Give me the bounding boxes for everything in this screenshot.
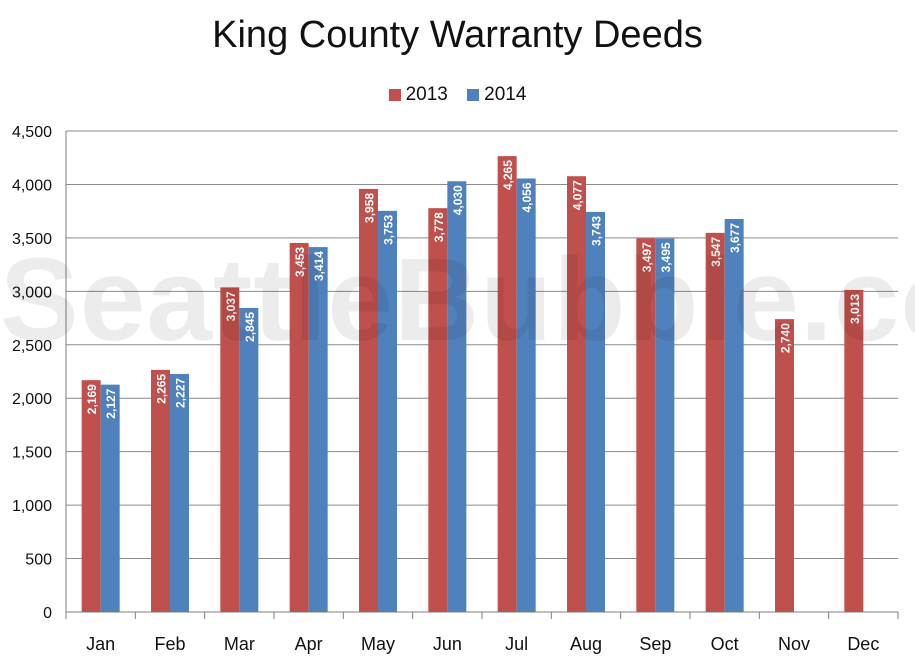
bar-2013-jun xyxy=(428,208,448,613)
data-label: 4,265 xyxy=(501,160,515,190)
legend-swatch-2013 xyxy=(388,89,401,101)
x-tick-label: Aug xyxy=(570,634,602,654)
bar-2013-jul xyxy=(497,156,517,612)
data-label: 3,013 xyxy=(848,294,862,324)
bar-2013-apr xyxy=(289,242,309,613)
legend: 2013 2014 xyxy=(0,84,915,107)
data-label: 2,265 xyxy=(155,374,169,404)
bar-2014-jan xyxy=(100,384,120,612)
y-tick-label: 1,000 xyxy=(12,498,52,515)
y-tick-label: 4,500 xyxy=(12,124,52,141)
bar-2014-jun xyxy=(447,181,467,612)
bar-2014-aug xyxy=(586,211,605,612)
data-label: 3,037 xyxy=(224,291,238,321)
bar-2013-dec xyxy=(844,289,864,612)
bar-2014-feb xyxy=(170,373,189,612)
legend-item-2013: 2013 xyxy=(388,84,448,106)
y-tick-label: 3,000 xyxy=(12,284,52,301)
data-label: 3,495 xyxy=(659,242,673,272)
data-label: 3,753 xyxy=(382,215,396,245)
bar-2014-oct xyxy=(724,218,744,613)
x-tick-label: May xyxy=(361,634,395,654)
x-tick-label: Jul xyxy=(505,634,528,654)
data-label: 3,778 xyxy=(432,212,446,242)
bar-2013-oct xyxy=(705,232,725,612)
x-tick-label: Oct xyxy=(711,634,739,654)
bar-2014-may xyxy=(378,210,397,612)
x-tick-label: Jan xyxy=(86,634,115,654)
legend-item-2014: 2014 xyxy=(467,84,526,106)
chart-title: King County Warranty Deeds xyxy=(212,14,703,56)
bar-2013-mar xyxy=(220,287,240,612)
data-label: 3,453 xyxy=(293,247,307,277)
bar-2014-mar xyxy=(239,307,259,612)
data-label: 4,077 xyxy=(571,180,585,210)
bar-2014-sep xyxy=(655,238,675,612)
data-label: 3,547 xyxy=(709,237,723,267)
x-tick-label: Dec xyxy=(847,634,879,654)
bar-2013-aug xyxy=(567,176,586,613)
data-label: 2,127 xyxy=(104,388,118,418)
data-label: 2,169 xyxy=(85,384,99,414)
y-tick-label: 1,500 xyxy=(12,445,52,462)
y-tick-label: 3,500 xyxy=(12,231,52,248)
data-label: 3,497 xyxy=(640,242,654,272)
y-tick-label: 500 xyxy=(25,552,52,569)
data-label: 4,030 xyxy=(451,185,465,215)
data-label: 3,743 xyxy=(590,216,604,246)
bar-2013-may xyxy=(359,188,378,612)
bar-2013-nov xyxy=(775,319,794,612)
data-label: 2,845 xyxy=(243,312,257,342)
y-tick-label: 2,000 xyxy=(12,391,52,408)
x-tick-label: Apr xyxy=(295,634,323,654)
y-tick-label: 0 xyxy=(43,605,52,622)
bar-2013-sep xyxy=(636,238,656,613)
bar-2014-jul xyxy=(516,178,536,612)
legend-label-2013: 2013 xyxy=(405,84,448,105)
x-tick-label: Nov xyxy=(778,634,810,654)
y-tick-label: 2,500 xyxy=(12,338,52,355)
data-label: 4,056 xyxy=(520,182,534,212)
x-tick-label: Sep xyxy=(639,634,671,654)
legend-swatch-2014 xyxy=(467,89,480,101)
data-label: 3,677 xyxy=(728,223,742,253)
x-tick-label: Feb xyxy=(154,634,185,654)
data-label: 3,958 xyxy=(363,193,377,223)
bar-2013-feb xyxy=(151,369,170,612)
y-tick-label: 4,000 xyxy=(12,177,52,194)
data-label: 3,414 xyxy=(312,251,326,281)
x-tick-label: Mar xyxy=(224,634,255,654)
data-label: 2,227 xyxy=(174,378,188,408)
x-tick-label: Jun xyxy=(433,634,462,654)
bar-2014-apr xyxy=(308,247,328,612)
legend-label-2014: 2014 xyxy=(484,84,527,105)
bar-2013-jan xyxy=(81,380,101,612)
data-label: 2,740 xyxy=(779,323,793,353)
